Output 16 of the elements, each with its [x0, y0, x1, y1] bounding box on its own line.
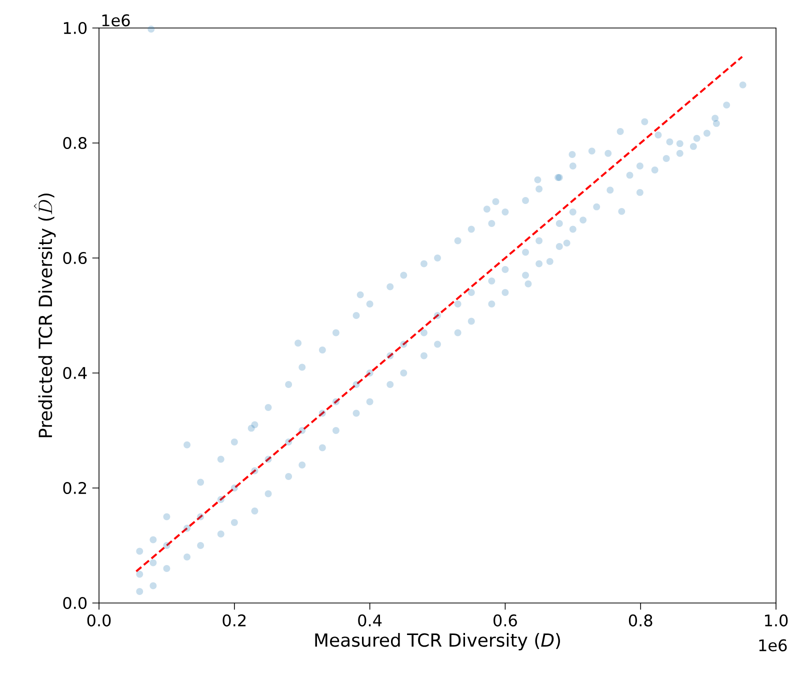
text: 1e6	[102, 14, 130, 26]
text: 1e6	[759, 639, 787, 652]
y-tick-label: 0.2	[63, 482, 86, 494]
y-tick-label: 0.8	[63, 136, 87, 150]
y-axis-title: $\textrm{Predicted TCR Diversity (}\hat{D}\textrm{)}$	[34, 194, 56, 438]
x-tick-label: 0.4	[358, 614, 382, 626]
y-tick-label: 0.4	[63, 366, 87, 380]
y-tick-label: 0.0	[63, 596, 87, 610]
x-tick-label: 0.6	[494, 614, 517, 626]
y-tick-label: 1.0	[64, 22, 87, 34]
x-axis-title: Measured TCR Diversity (D)	[315, 632, 560, 650]
x-tick-label: 0.2	[222, 614, 246, 626]
x-tick-label: 0.8	[628, 614, 652, 626]
x-tick-label: 0.0	[87, 614, 111, 626]
x-tick-label: 1.0	[765, 614, 788, 626]
y-tick-label: 0.6	[63, 252, 87, 264]
